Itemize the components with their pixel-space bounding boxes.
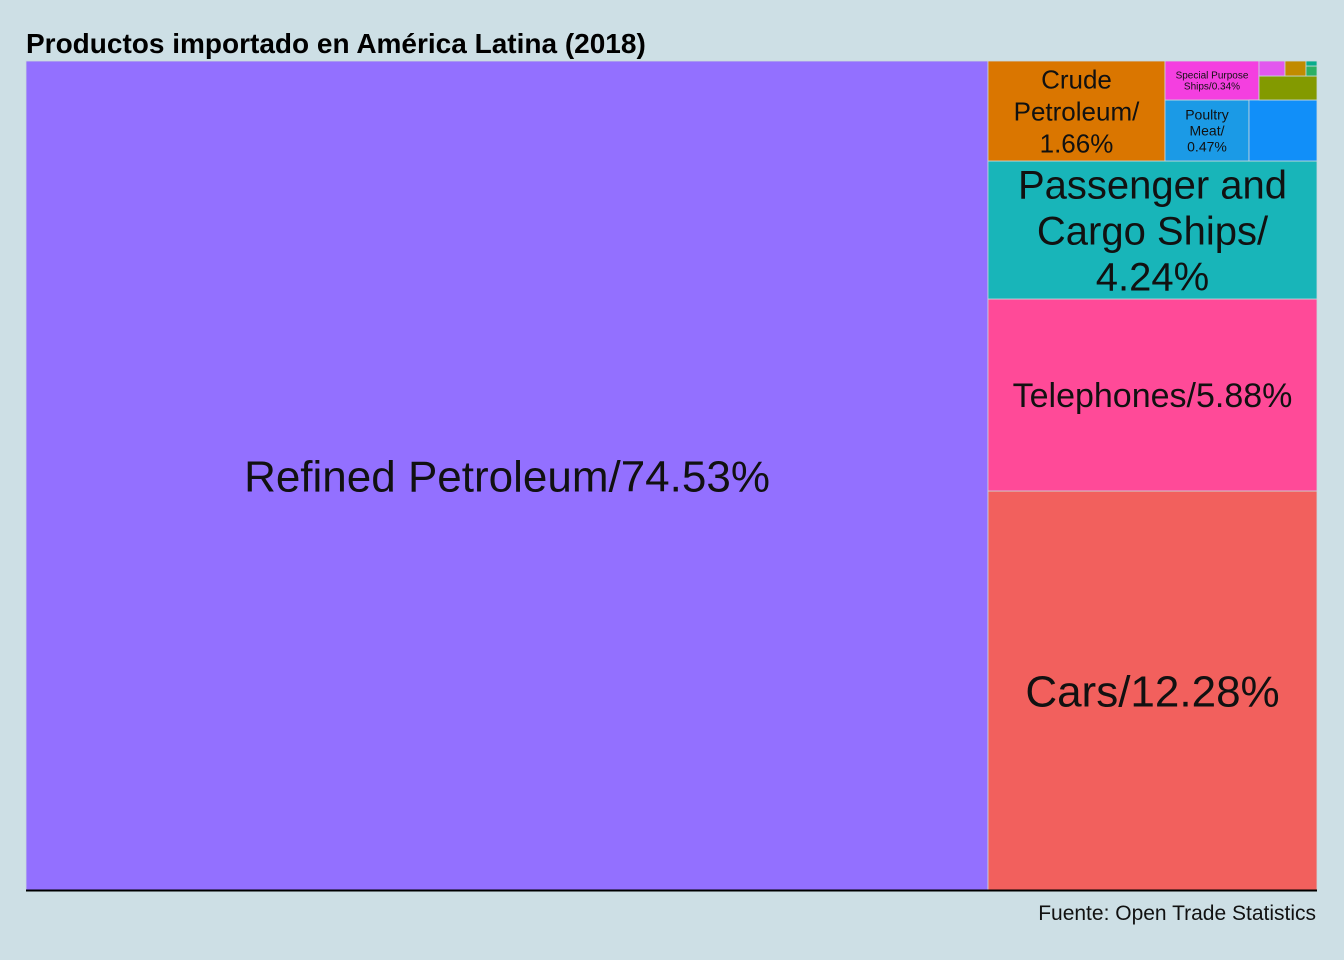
treemap-tile: [1284, 60, 1307, 77]
treemap-tile: [987, 160, 1318, 300]
treemap-tile: [1258, 75, 1318, 101]
treemap-tile: [1305, 65, 1318, 77]
treemap-tile-label: Refined Petroleum/74.53%: [244, 452, 770, 501]
treemap-tile: [1258, 60, 1286, 77]
treemap-tile-label: Special Purpose Ships/0.34%: [1176, 71, 1249, 93]
treemap-tile: [1164, 99, 1250, 162]
treemap-tile: [987, 60, 1166, 162]
chart-title: Productos importado en América Latina (2…: [26, 28, 646, 59]
treemap-tile-label: Poultry Meat/0.47%: [1185, 107, 1229, 155]
treemap-tile-label: Cars/12.28%: [1025, 667, 1279, 716]
treemap-tile: [1305, 60, 1318, 67]
treemap-tile: [1248, 99, 1318, 162]
treemap-tile: [25, 60, 989, 891]
treemap-tile-label: Passenger and Cargo Ships/4.24%: [1018, 163, 1287, 299]
treemap-tile: [987, 298, 1318, 492]
source-caption: Fuente: Open Trade Statistics: [1038, 902, 1316, 925]
treemap-tile-label: Telephones/5.88%: [1013, 377, 1293, 415]
treemap-tile-label: Crude Petroleum/1.66%: [1014, 64, 1140, 158]
